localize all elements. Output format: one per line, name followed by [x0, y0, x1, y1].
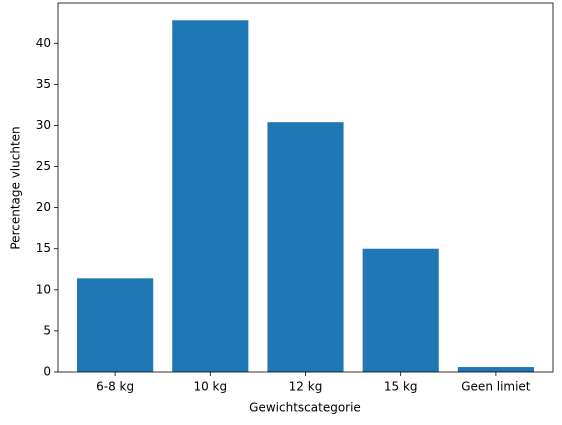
- y-tick-label: 20: [36, 200, 51, 214]
- y-tick-label: 15: [36, 241, 51, 255]
- x-axis-label: Gewichtscategorie: [249, 401, 361, 415]
- bar: [267, 122, 344, 372]
- y-tick-label: 0: [43, 365, 51, 379]
- y-tick-label: 40: [36, 36, 51, 50]
- plot-frame: [57, 2, 554, 373]
- y-tick-label: 30: [36, 118, 51, 132]
- bar: [457, 367, 534, 372]
- y-axis-label: Percentage vluchten: [9, 126, 23, 249]
- x-tick-label: 10 kg: [193, 380, 227, 394]
- bar: [77, 278, 154, 372]
- bar: [362, 248, 439, 372]
- x-tick-label: 12 kg: [289, 380, 323, 394]
- y-tick-label: 35: [36, 77, 51, 91]
- y-tick-label: 25: [36, 159, 51, 173]
- x-tick-label: Geen limiet: [461, 380, 531, 394]
- y-tick-label: 5: [43, 323, 51, 337]
- y-tick-label: 10: [36, 282, 51, 296]
- x-tick-label: 15 kg: [384, 380, 418, 394]
- x-tick-label: 6-8 kg: [96, 380, 134, 394]
- bar: [172, 20, 249, 372]
